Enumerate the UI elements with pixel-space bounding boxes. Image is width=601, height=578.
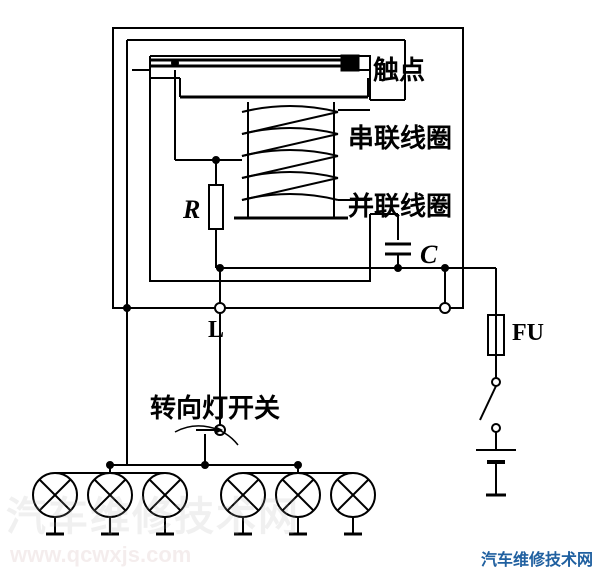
capacitor	[385, 244, 411, 254]
label-C: C	[420, 240, 437, 270]
relay-box	[150, 56, 370, 281]
circuit-diagram: 触点 串联线圈 并联线圈 R C L FU 转向灯开关 汽车维修技术网 www.…	[0, 0, 601, 578]
label-switch: 转向灯开关	[150, 388, 280, 425]
lamp-group	[33, 473, 375, 534]
terminal-L-node	[215, 303, 225, 313]
battery-switch-top	[492, 378, 500, 386]
battery	[476, 450, 516, 462]
lamp	[331, 473, 375, 534]
resistor	[209, 185, 223, 229]
label-contacts: 触点	[373, 50, 425, 87]
label-series-coil: 串联线圈	[348, 118, 452, 155]
contact-bar	[150, 56, 358, 70]
battery-switch-bottom	[492, 424, 500, 432]
lamp	[143, 473, 187, 534]
lamp	[33, 473, 77, 534]
lamp	[221, 473, 265, 534]
battery-switch-blade	[480, 386, 496, 420]
circuit-svg	[0, 0, 601, 578]
coil-windings	[242, 106, 338, 200]
label-R: R	[183, 195, 200, 225]
lamp	[88, 473, 132, 534]
label-parallel-coil: 并联线圈	[348, 186, 452, 223]
label-L: L	[208, 317, 224, 344]
watermark-tag: 汽车维修技术网	[481, 546, 593, 570]
lamp	[276, 473, 320, 534]
label-FU: FU	[512, 320, 544, 347]
